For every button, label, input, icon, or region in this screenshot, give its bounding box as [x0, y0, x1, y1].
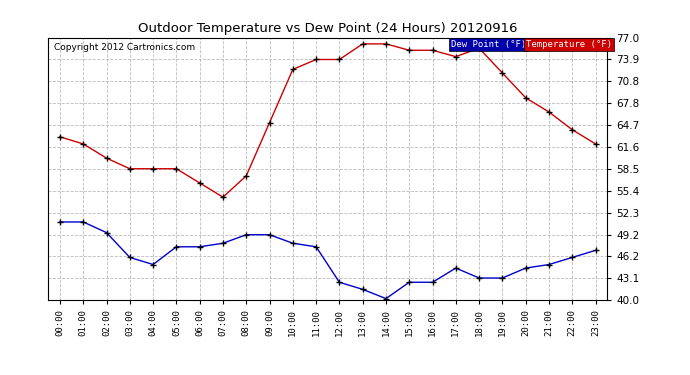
Text: Dew Point (°F): Dew Point (°F) — [451, 40, 526, 49]
Title: Outdoor Temperature vs Dew Point (24 Hours) 20120916: Outdoor Temperature vs Dew Point (24 Hou… — [138, 22, 518, 35]
Text: Temperature (°F): Temperature (°F) — [526, 40, 612, 49]
Text: Copyright 2012 Cartronics.com: Copyright 2012 Cartronics.com — [54, 43, 195, 52]
